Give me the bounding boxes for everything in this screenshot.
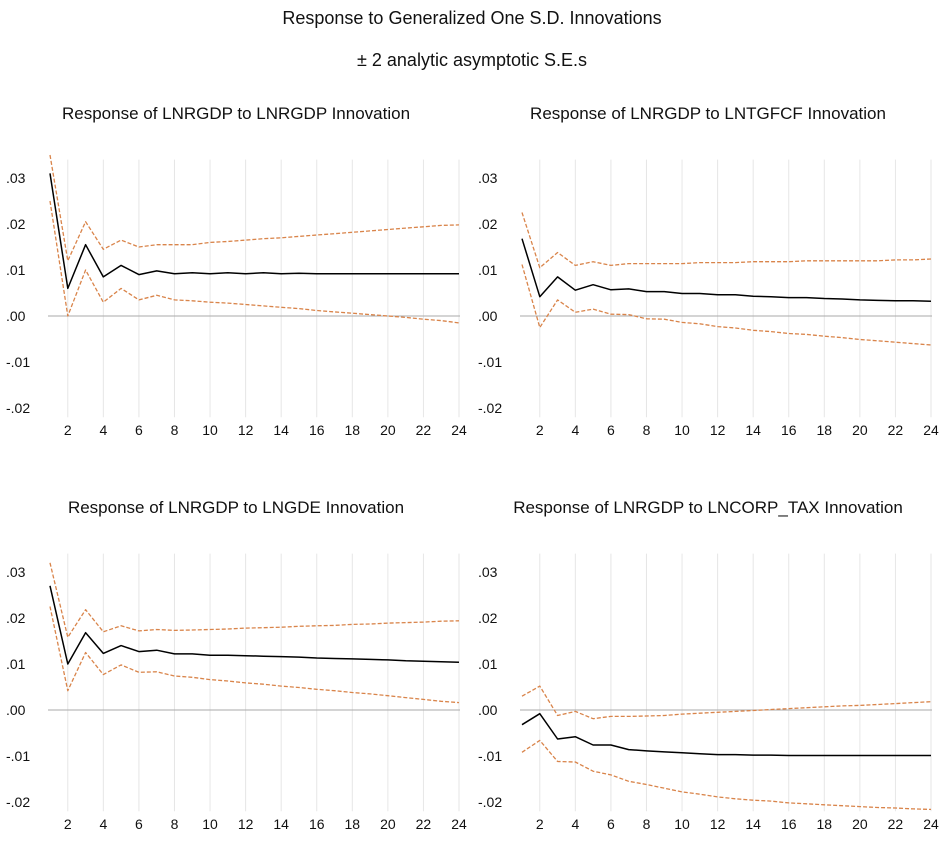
band-lower-line (521, 264, 932, 346)
y-tick-label: .03 (6, 564, 26, 580)
x-tick-label: 4 (99, 422, 107, 438)
response-line (49, 585, 460, 665)
x-tick-label: 6 (135, 816, 143, 832)
x-tick-label: 16 (781, 816, 797, 832)
y-tick-label: .02 (6, 216, 26, 232)
y-tick-label: .03 (478, 564, 498, 580)
x-tick-label: 10 (202, 422, 218, 438)
x-tick-label: 12 (238, 422, 254, 438)
y-tick-label: .01 (478, 656, 498, 672)
x-tick-label: 24 (923, 422, 939, 438)
x-tick-label: 8 (171, 816, 179, 832)
x-tick-label: 18 (345, 422, 361, 438)
chart-svg: 2 4 6 8 10 12 14 16 18 20 22 24.03.02.01.00-.01-.02 (478, 159, 939, 438)
chart-panel-lngde: Response of LNRGDP to LNGDE Innovation 2… (0, 494, 472, 864)
band-upper-line (521, 212, 932, 269)
response-line (521, 238, 932, 303)
x-tick-label: 10 (674, 816, 690, 832)
figure-subtitle: ± 2 analytic asymptotic S.E.s (357, 50, 587, 70)
x-tick-label: 12 (710, 422, 726, 438)
chart-panel-lntgfcf: Response of LNRGDP to LNTGFCF Innovation… (472, 100, 944, 470)
figure-title: Response to Generalized One S.D. Innovat… (282, 8, 662, 28)
chart-svg: 2 4 6 8 10 12 14 16 18 20 22 24.03.02.01.00-.01-.02 (478, 553, 939, 832)
y-tick-label: .01 (6, 262, 26, 278)
x-tick-label: 2 (536, 816, 544, 832)
x-tick-label: 2 (64, 422, 72, 438)
y-tick-label: -.02 (6, 794, 30, 810)
x-tick-label: 14 (273, 422, 289, 438)
y-tick-label: -.02 (478, 400, 502, 416)
chart-svg: 2 4 6 8 10 12 14 16 18 20 22 24.03.02.01.00-.01-.02 (6, 553, 467, 832)
x-tick-label: 24 (451, 816, 467, 832)
y-tick-label: -.02 (6, 400, 30, 416)
x-tick-label: 18 (345, 816, 361, 832)
panel-title: Response of LNRGDP to LNRGDP Innovation (61, 104, 411, 123)
x-tick-label: 2 (64, 816, 72, 832)
x-tick-label: 6 (135, 422, 143, 438)
x-tick-label: 8 (171, 422, 179, 438)
x-tick-label: 16 (309, 422, 325, 438)
y-tick-label: .01 (6, 656, 26, 672)
x-tick-label: 22 (888, 816, 904, 832)
y-tick-label: .02 (478, 216, 498, 232)
x-tick-label: 12 (238, 816, 254, 832)
panel-title: Response of LNRGDP to LNTGFCF Innovation (530, 104, 886, 123)
band-upper-line (521, 685, 932, 720)
y-tick-label: -.01 (478, 354, 502, 370)
band-lower-line (49, 200, 460, 324)
y-tick-label: .00 (6, 702, 26, 718)
band-lower-line (521, 739, 932, 811)
y-tick-label: .02 (6, 610, 26, 626)
band-upper-line (49, 154, 460, 262)
response-line (49, 173, 459, 290)
y-tick-label: .00 (478, 308, 498, 324)
y-tick-label: -.01 (6, 748, 30, 764)
x-tick-label: 10 (674, 422, 690, 438)
x-tick-label: 12 (710, 816, 726, 832)
x-tick-label: 6 (607, 422, 615, 438)
y-tick-label: -.01 (478, 748, 502, 764)
x-tick-label: 18 (817, 422, 833, 438)
x-tick-label: 16 (309, 816, 325, 832)
x-tick-label: 20 (852, 422, 868, 438)
x-tick-label: 20 (852, 816, 868, 832)
x-tick-label: 14 (273, 816, 289, 832)
x-tick-label: 4 (571, 422, 579, 438)
x-tick-label: 24 (923, 816, 939, 832)
x-tick-label: 22 (416, 816, 432, 832)
x-tick-label: 14 (745, 816, 761, 832)
x-tick-label: 8 (643, 816, 651, 832)
x-tick-label: 8 (643, 422, 651, 438)
y-tick-label: -.02 (478, 794, 502, 810)
x-tick-label: 10 (202, 816, 218, 832)
panel-title: Response of LNRGDP to LNCORP_TAX Innovat… (513, 498, 903, 517)
x-tick-label: 18 (817, 816, 833, 832)
x-tick-label: 6 (607, 816, 615, 832)
x-tick-label: 24 (451, 422, 467, 438)
x-tick-label: 20 (380, 816, 396, 832)
y-tick-label: .03 (478, 170, 498, 186)
chart-svg: 2 4 6 8 10 12 14 16 18 20 22 24.03.02.01.00-.01-.02 (6, 154, 467, 438)
y-tick-label: .03 (6, 170, 26, 186)
response-line (521, 712, 931, 757)
panel-title: Response of LNRGDP to LNGDE Innovation (67, 498, 405, 517)
chart-panel-lncorp-tax: Response of LNRGDP to LNCORP_TAX Innovat… (472, 494, 944, 864)
y-tick-label: .00 (6, 308, 26, 324)
y-tick-label: .00 (478, 702, 498, 718)
y-tick-label: -.01 (6, 354, 30, 370)
x-tick-label: 4 (99, 816, 107, 832)
x-tick-label: 4 (571, 816, 579, 832)
x-tick-label: 2 (536, 422, 544, 438)
x-tick-label: 22 (888, 422, 904, 438)
band-lower-line (49, 606, 460, 704)
x-tick-label: 20 (380, 422, 396, 438)
x-tick-label: 14 (745, 422, 761, 438)
band-upper-line (49, 562, 460, 638)
chart-panel-lnrgdp: Response of LNRGDP to LNRGDP Innovation … (0, 100, 472, 470)
y-tick-label: .02 (478, 610, 498, 626)
x-tick-label: 16 (781, 422, 797, 438)
x-tick-label: 22 (416, 422, 432, 438)
y-tick-label: .01 (478, 262, 498, 278)
